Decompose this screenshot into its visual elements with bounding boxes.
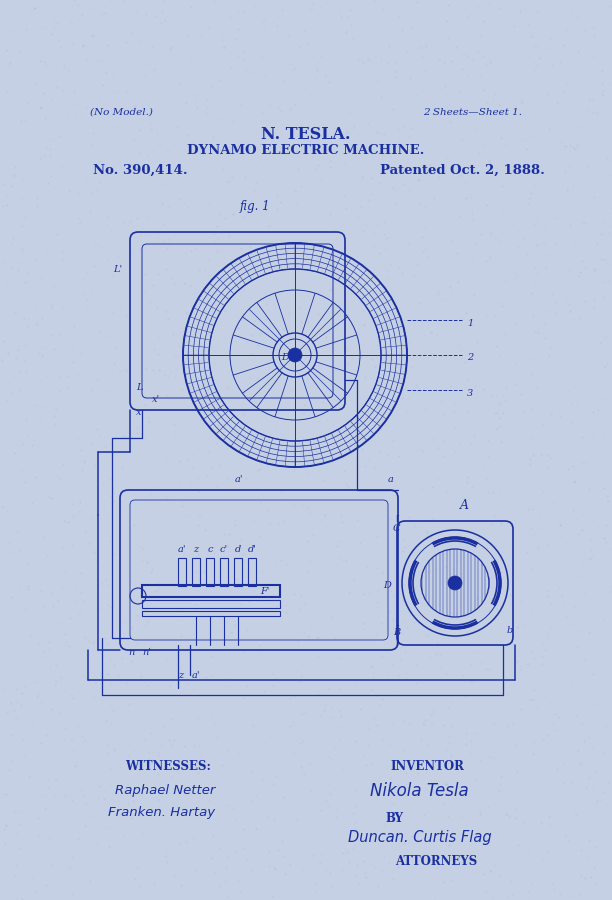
Text: z: z [178, 671, 183, 680]
Bar [192, 558, 200, 586]
Text: L: L [136, 383, 143, 392]
Text: fig. 1: fig. 1 [240, 200, 271, 213]
Text: n: n [128, 648, 134, 657]
Text: 1: 1 [467, 319, 473, 328]
Text: Nikola Tesla: Nikola Tesla [370, 782, 469, 800]
Text: d: d [235, 545, 241, 554]
Text: Raphael Netter: Raphael Netter [115, 784, 215, 797]
Text: 2: 2 [467, 354, 473, 363]
Text: d': d' [248, 545, 256, 554]
Text: a': a' [235, 475, 243, 484]
Text: INVENTOR: INVENTOR [390, 760, 464, 773]
Text: (No Model.): (No Model.) [90, 108, 153, 117]
Circle shape [288, 348, 302, 362]
Text: No. 390,414.: No. 390,414. [93, 164, 188, 177]
Text: 3: 3 [467, 389, 473, 398]
Text: c': c' [220, 545, 228, 554]
Text: Duncan. Curtis Flag: Duncan. Curtis Flag [348, 830, 491, 845]
Bar [206, 558, 214, 586]
Text: DYNAMO ELECTRIC MACHINE.: DYNAMO ELECTRIC MACHINE. [187, 144, 425, 157]
Text: 2 Sheets—Sheet 1.: 2 Sheets—Sheet 1. [423, 108, 522, 117]
Text: C: C [393, 524, 400, 533]
Text: N. TESLA.: N. TESLA. [261, 126, 351, 143]
Text: ATTORNEYS: ATTORNEYS [395, 855, 477, 868]
Text: n': n' [142, 648, 151, 657]
Text: z: z [193, 545, 198, 554]
Text: a': a' [177, 545, 186, 554]
Text: B: B [393, 628, 400, 637]
Text: x': x' [152, 395, 160, 404]
Bar [234, 558, 242, 586]
Bar [142, 611, 280, 616]
Text: F': F' [260, 587, 269, 596]
Text: a': a' [192, 671, 201, 680]
Bar [178, 558, 186, 586]
Text: b: b [507, 626, 513, 635]
Text: Franken. Hartay: Franken. Hartay [108, 806, 215, 819]
Text: Patented Oct. 2, 1888.: Patented Oct. 2, 1888. [380, 164, 545, 177]
Text: c: c [207, 545, 213, 554]
Text: A: A [460, 499, 469, 512]
Bar [142, 585, 280, 597]
Text: L': L' [113, 265, 122, 274]
Circle shape [448, 576, 462, 590]
Bar [220, 558, 228, 586]
Text: BY: BY [385, 812, 403, 825]
Text: x: x [136, 408, 141, 417]
Text: WITNESSES:: WITNESSES: [125, 760, 211, 773]
Bar [142, 600, 280, 608]
Bar [248, 558, 256, 586]
Text: D: D [281, 353, 289, 362]
Text: a: a [388, 475, 394, 484]
Text: D: D [383, 581, 391, 590]
